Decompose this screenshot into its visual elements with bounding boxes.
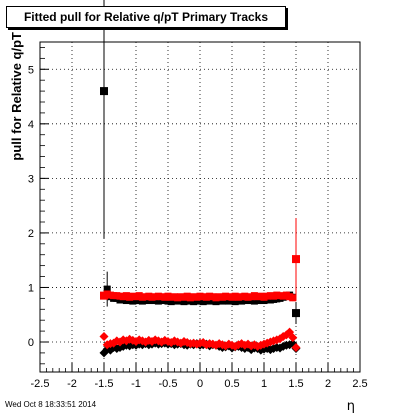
- data-point: [99, 332, 109, 342]
- tick-labels: -2.5 -2 -1.5 -1 -0.5 0 0.5 1 1.5 2 2.5 0 1 2 3 4 5: [28, 64, 368, 390]
- x-tick-label: 1.5: [288, 378, 303, 390]
- grid-lines: [39, 42, 361, 372]
- x-tick-label: -0.5: [159, 378, 178, 390]
- data-point: [292, 255, 300, 264]
- x-tick-label: 0.5: [224, 378, 239, 390]
- x-tick-label: -2.5: [31, 378, 50, 390]
- x-axis-label: η: [347, 399, 355, 414]
- data-point: [291, 342, 301, 352]
- y-tick-label: 5: [28, 64, 34, 76]
- x-tick-label: 1: [261, 378, 267, 390]
- data-point: [100, 87, 108, 96]
- y-axis-label: pull for Relative q/pT: [9, 32, 24, 161]
- x-tick-label: -1.5: [95, 378, 114, 390]
- y-tick-label: 4: [28, 119, 34, 131]
- y-tick-label: 0: [28, 337, 34, 349]
- x-tick-label: 0: [197, 378, 203, 390]
- x-tick-label: 2.5: [352, 378, 367, 390]
- chart-title-box: Fitted pull for Relative q/pT Primary Tr…: [6, 6, 286, 28]
- data-series: [99, 0, 301, 358]
- series-3: [100, 218, 300, 302]
- chart-title: Fitted pull for Relative q/pT Primary Tr…: [23, 10, 269, 24]
- data-point: [103, 285, 111, 293]
- x-tick-label: -2: [67, 378, 77, 390]
- y-tick-label: 3: [28, 173, 34, 185]
- series-4: [99, 327, 301, 352]
- data-point: [288, 333, 298, 343]
- y-tick-label: 1: [28, 282, 34, 294]
- y-tick-label: 2: [28, 228, 34, 240]
- axis-ticks: [39, 47, 361, 372]
- x-tick-label: 2: [325, 378, 331, 390]
- data-point: [292, 309, 300, 318]
- timestamp-footer: Wed Oct 8 18:33:51 2014: [5, 400, 97, 409]
- x-tick-label: -1: [131, 378, 141, 390]
- data-point: [289, 294, 297, 302]
